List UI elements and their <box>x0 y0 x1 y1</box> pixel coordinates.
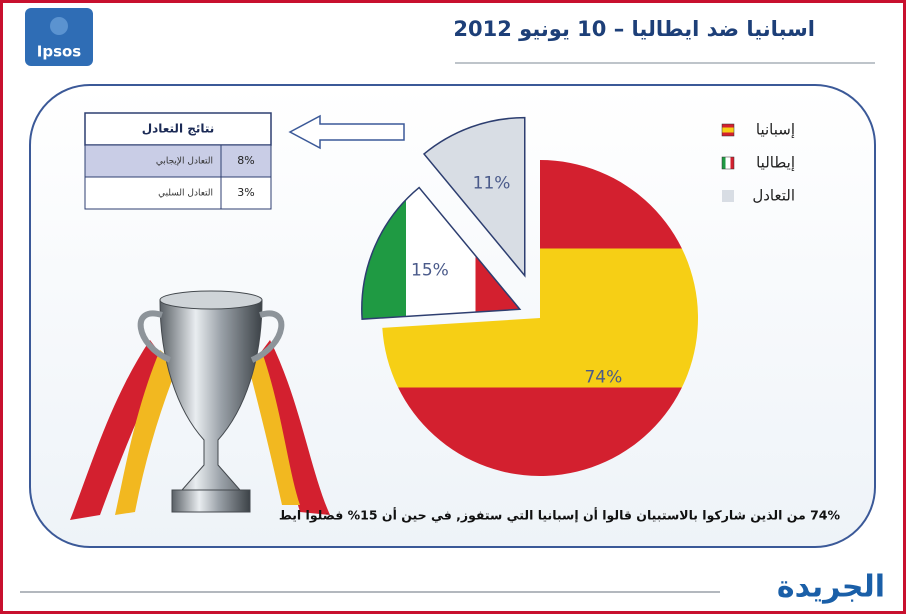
table-cell: 3% <box>237 186 254 199</box>
cup-base <box>171 489 251 513</box>
pie-slice <box>361 186 522 320</box>
legend-swatch <box>721 156 735 170</box>
cup-handle <box>137 310 172 363</box>
cup-handle <box>250 310 285 363</box>
trophy <box>70 290 330 520</box>
logo-box <box>25 8 93 66</box>
pie-chart: 74% 15% 11% <box>361 116 698 476</box>
chart-title: اسبانيا ضد ايطاليا – 10 يونيو 2012 <box>453 17 815 41</box>
footer-brand: الجريدة <box>777 570 885 605</box>
arrow <box>288 114 405 150</box>
legend-swatch <box>722 190 734 202</box>
legend-swatch <box>721 123 735 137</box>
logo-text: Ipsos <box>37 43 82 61</box>
table-cell: التعادل السلبي <box>158 189 213 199</box>
table-cell: التعادل الإيجابي <box>156 157 213 167</box>
cup-rim <box>159 290 263 310</box>
legend-label: التعادل <box>752 187 795 205</box>
ribbon <box>70 340 165 520</box>
pie-slice <box>382 160 698 476</box>
legend-label: إيطاليا <box>756 154 795 172</box>
ribbon <box>255 340 330 515</box>
caption: 74% من الذين شاركوا بالاستبيان قالوا أن … <box>279 507 841 523</box>
draw-table: نتائج التعادل التعادل الإيجابي 8% التعاد… <box>84 112 272 210</box>
table-row <box>84 144 272 178</box>
legend-label: إسبانيا <box>756 121 795 139</box>
data-label: 15% <box>411 260 449 280</box>
table-row <box>84 176 272 210</box>
legend: إسبانيا إيطاليا التعادل <box>721 121 795 205</box>
ribbon <box>248 352 300 505</box>
table-cell: 8% <box>237 154 254 167</box>
data-label: 11% <box>473 173 511 193</box>
table-title: نتائج التعادل <box>142 122 215 136</box>
data-label: 74% <box>584 367 622 387</box>
pie-slice <box>422 116 526 278</box>
logo-mark <box>50 17 68 35</box>
table-header-cell <box>84 112 272 146</box>
ribbon <box>115 350 178 515</box>
